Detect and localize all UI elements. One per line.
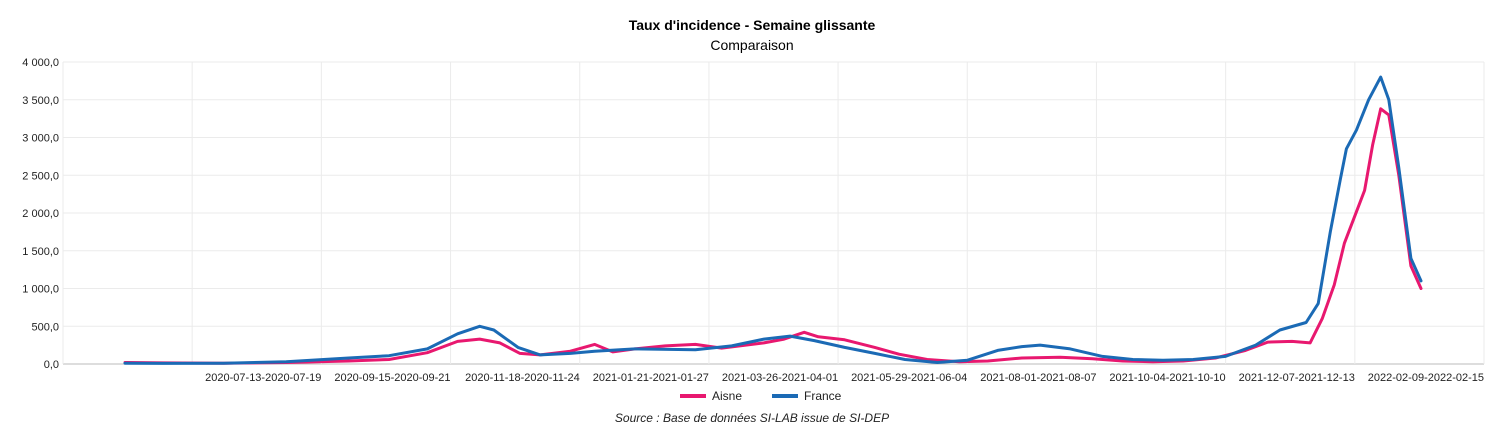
chart-title: Taux d'incidence - Semaine glissante xyxy=(628,17,876,33)
series-line-aisne xyxy=(123,107,1423,365)
y-tick-label: 500,0 xyxy=(31,321,59,333)
chart-source: Source : Base de données SI-LAB issue de… xyxy=(614,411,890,425)
x-tick-label: 2020-07-13-2020-07-19 xyxy=(205,372,321,384)
y-tick-label: 3 500,0 xyxy=(22,95,59,107)
y-tick-label: 0,0 xyxy=(44,359,59,371)
x-tick-label: 2020-11-18-2020-11-24 xyxy=(465,372,580,384)
y-tick-label: 1 500,0 xyxy=(22,246,59,258)
y-tick-label: 2 000,0 xyxy=(22,208,59,220)
legend-label-france: France xyxy=(804,389,842,403)
x-tick-label: 2021-03-26-2021-04-01 xyxy=(722,372,838,384)
x-tick-label: 2021-01-21-2021-01-27 xyxy=(593,372,709,384)
x-tick-label: 2022-02-09-2022-02-15 xyxy=(1368,372,1484,384)
x-tick-label: 2021-08-01-2021-08-07 xyxy=(980,372,1096,384)
y-tick-label: 3 000,0 xyxy=(22,133,59,145)
series-line-france xyxy=(123,75,1423,365)
x-tick-label: 2020-09-15-2020-09-21 xyxy=(334,372,450,384)
chart-subtitle: Comparaison xyxy=(710,37,794,53)
y-tick-label: 4 000,0 xyxy=(22,57,59,69)
x-tick-label: 2021-12-07-2021-12-13 xyxy=(1239,372,1355,384)
y-tick-label: 2 500,0 xyxy=(22,170,59,182)
y-tick-label: 1 000,0 xyxy=(22,284,59,296)
x-tick-label: 2021-05-29-2021-06-04 xyxy=(851,372,967,384)
x-tick-label: 2021-10-04-2021-10-10 xyxy=(1109,372,1225,384)
legend-label-aisne: Aisne xyxy=(712,389,742,403)
